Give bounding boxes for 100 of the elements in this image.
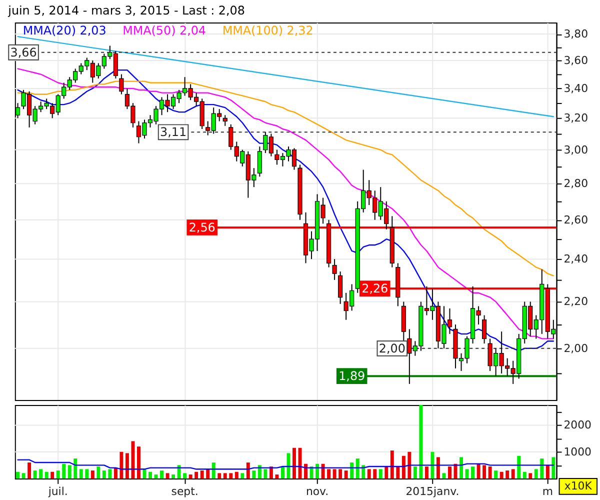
bar <box>367 469 371 478</box>
bar <box>327 469 331 478</box>
text: MMA(50) 2,04 <box>122 23 206 38</box>
bar <box>22 473 26 478</box>
bar <box>471 466 475 478</box>
bar <box>511 469 515 478</box>
ref-line-label: 2,56 <box>188 220 216 234</box>
bar <box>85 469 89 478</box>
bar <box>194 472 198 478</box>
ref-line-label: 3,11 <box>160 125 187 140</box>
bar <box>229 473 233 478</box>
bar <box>460 457 463 478</box>
bar <box>356 458 360 478</box>
bar <box>44 472 48 478</box>
ref-line-label: 2,26 <box>362 282 388 296</box>
bar <box>442 473 446 478</box>
candlestick <box>119 74 124 95</box>
x-tick-label: sept. <box>171 484 198 498</box>
x-tick-label: nov. <box>306 484 329 498</box>
bar <box>522 472 526 478</box>
bar <box>408 452 412 478</box>
text: MMA(20) 2,03 <box>22 23 106 38</box>
x-tick-label: 2015janv. <box>406 484 460 498</box>
bar <box>494 470 498 478</box>
bar <box>413 466 417 478</box>
bar <box>476 464 480 478</box>
bar <box>482 465 486 478</box>
y-tick-label: 3,00 <box>564 143 588 156</box>
bar <box>240 473 244 478</box>
bar <box>436 457 440 478</box>
bar <box>50 472 54 478</box>
bar <box>517 456 521 478</box>
bar <box>280 466 284 478</box>
bar <box>332 469 336 478</box>
bar <box>390 450 394 478</box>
bar <box>79 469 83 478</box>
y-tick-label: 2,60 <box>564 213 588 226</box>
bar <box>419 404 423 478</box>
ref-line-label: 1,89 <box>338 369 366 384</box>
bar <box>448 466 452 478</box>
bar <box>16 472 20 478</box>
bar <box>500 472 504 478</box>
bar <box>125 453 129 478</box>
bar <box>552 457 556 478</box>
bar <box>96 466 100 478</box>
bar <box>39 469 43 478</box>
y-tick-label: 2000 <box>564 418 592 432</box>
ref-line-label: 2,00 <box>378 341 406 356</box>
bar <box>338 469 342 478</box>
bar <box>62 464 66 478</box>
text: MMA(100) 2,32 <box>222 23 314 38</box>
bar <box>108 469 112 478</box>
bar <box>506 470 510 478</box>
bar <box>528 473 532 478</box>
y-tick-label: 3,40 <box>564 82 588 95</box>
y-tick-label: 3,60 <box>564 54 588 67</box>
ref-line-label: 3,66 <box>10 45 37 60</box>
bar <box>378 469 382 478</box>
bar <box>286 453 290 478</box>
bar <box>200 470 204 478</box>
bar <box>166 473 170 478</box>
bar <box>350 462 354 478</box>
y-tick-label: 2,40 <box>564 252 588 266</box>
bar <box>74 458 78 478</box>
bar <box>246 462 250 478</box>
bar <box>430 452 434 478</box>
bar <box>120 452 124 478</box>
line-series <box>17 459 554 470</box>
bar <box>234 472 238 478</box>
y-tick-label: 2,80 <box>564 177 588 190</box>
bar <box>384 466 388 478</box>
bar <box>68 465 72 478</box>
bar <box>160 470 164 478</box>
bar <box>488 466 492 478</box>
candlestick <box>338 270 343 304</box>
bar <box>223 473 227 478</box>
bar <box>292 448 296 478</box>
bar <box>424 466 428 478</box>
bar <box>90 470 94 478</box>
bar <box>114 468 118 478</box>
candlestick <box>257 146 262 178</box>
bar <box>212 462 216 478</box>
candlestick <box>482 314 487 344</box>
bar <box>373 469 377 478</box>
y-tick-label: 2,20 <box>564 295 588 308</box>
bar <box>465 469 469 478</box>
bar <box>218 473 222 478</box>
y-tick-label: 1000 <box>564 445 592 458</box>
candlestick <box>222 114 228 126</box>
bar <box>172 474 176 478</box>
bar <box>540 458 544 478</box>
bar <box>546 465 550 478</box>
bar <box>264 469 268 478</box>
bar <box>131 441 135 478</box>
chart-title: juin 5, 2014 - mars 3, 2015 - Last : 2,08 <box>7 4 245 18</box>
bar <box>188 474 192 478</box>
bar <box>33 470 37 478</box>
text: x10K <box>564 479 593 492</box>
bar <box>344 470 348 478</box>
bar <box>534 469 538 478</box>
